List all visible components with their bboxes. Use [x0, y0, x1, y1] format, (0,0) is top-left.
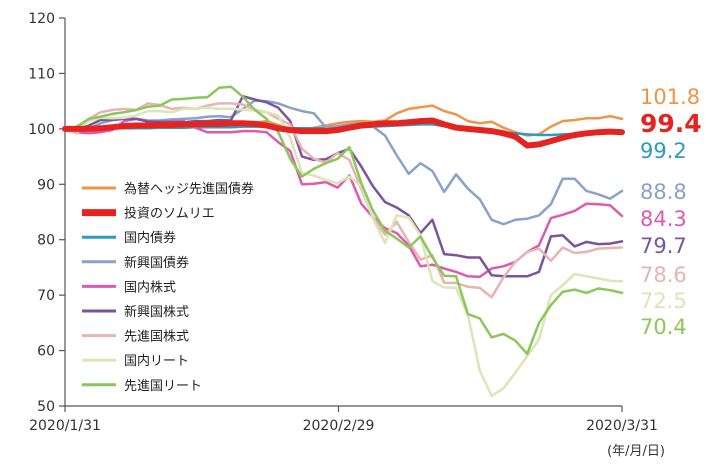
- y-tick-label: 110: [28, 66, 55, 82]
- series-line: [63, 94, 624, 278]
- end-value-labels: 101.899.499.2 88.8 84.3 79.7 78.672.570.4: [640, 85, 702, 339]
- x-tick-label: 2020/1/31: [29, 418, 101, 434]
- x-tick-label: 2020/3/31: [586, 418, 658, 434]
- x-tick-label: 2020/2/29: [303, 418, 375, 434]
- end-value-label: 70.4: [640, 315, 687, 339]
- legend-entry-label: 投資のソムリエ: [124, 206, 215, 222]
- y-tick-label: 120: [28, 11, 55, 27]
- end-value-label: 78.6: [640, 263, 687, 287]
- y-tick-label: 60: [37, 344, 55, 360]
- legend-entry-label: 新興国株式: [124, 304, 189, 320]
- legend: 為替ヘッジ先進国債券投資のソムリエ国内債券新興国債券国内株式新興国株式先進国株式…: [82, 181, 254, 394]
- y-axis: 50 60 70 80 90 100 110 120: [28, 11, 66, 415]
- end-value-label: 72.5: [640, 289, 687, 313]
- end-value-label: 79.7: [640, 234, 687, 258]
- legend-entry-label: 国内リート: [124, 353, 189, 369]
- y-tick-label: 70: [37, 288, 55, 304]
- legend-entry-label: 新興国債券: [124, 255, 189, 271]
- y-tick-label: 80: [37, 233, 55, 249]
- legend-entry-label: 先進国株式: [124, 330, 189, 345]
- series-line: [62, 117, 625, 149]
- y-tick-label: 50: [37, 399, 55, 415]
- legend-entry-label: 国内債券: [124, 230, 176, 246]
- x-axis: 2020/1/31 2020/2/29 2020/3/31: [29, 405, 658, 434]
- end-value-label: 84.3: [640, 207, 687, 231]
- end-value-label: 99.4: [640, 109, 702, 138]
- end-value-label: 101.8: [640, 85, 700, 109]
- end-value-label: 88.8: [640, 180, 687, 204]
- end-value-label: 99.2: [640, 139, 687, 163]
- legend-entry-label: 国内株式: [124, 279, 176, 295]
- y-tick-label: 100: [28, 122, 55, 138]
- legend-entry-label: 為替ヘッジ先進国債券: [124, 181, 254, 197]
- y-tick-label: 90: [37, 177, 55, 193]
- series-line: [63, 106, 624, 398]
- x-axis-unit-label: (年/月/日): [607, 444, 665, 459]
- series-lines: [62, 85, 625, 398]
- series-line: [63, 85, 624, 356]
- legend-entry-label: 先進国リート: [124, 379, 202, 394]
